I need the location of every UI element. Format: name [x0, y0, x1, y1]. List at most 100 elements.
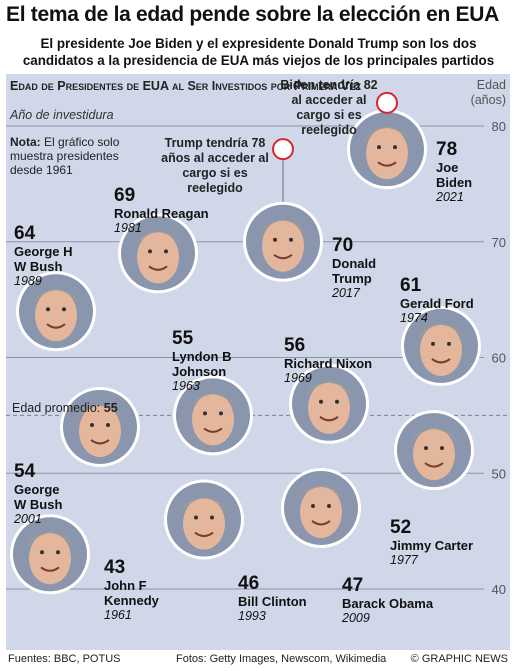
portrait-face-gerald-ford — [420, 323, 462, 376]
note-text: El gráfico solo muestra presidentes desd… — [10, 135, 120, 177]
y-tick-50: 50 — [492, 466, 506, 481]
callout-biden: Biden tendría 82 al acceder al cargo si … — [280, 78, 378, 137]
label-joe-biden: 78 Joe Biden 2021 — [436, 140, 496, 205]
portrait-eye-r-donald-trump — [289, 237, 293, 242]
portrait-eye-l-john-f-kennedy — [40, 550, 44, 555]
portrait-eye-r-barack-obama — [327, 503, 331, 508]
label-donald-trump: 70 Donald Trump 2017 — [332, 236, 392, 301]
label-bill-clinton: 46 Bill Clinton 1993 — [238, 574, 307, 624]
portrait-mouth-lyndon-b-johnson — [203, 427, 223, 433]
y-axis-label: Edad (años) — [470, 78, 506, 107]
inauguration-year: 2009 — [342, 611, 370, 625]
page-subtitle: El presidente Joe Biden y el expresident… — [22, 36, 495, 68]
inauguration-year: 1989 — [14, 274, 42, 288]
portrait-face-ronald-reagan — [137, 231, 179, 284]
portrait-eye-r-ronald-reagan — [164, 249, 168, 254]
portrait-mouth-barack-obama — [311, 520, 331, 526]
portrait-face-john-f-kennedy — [29, 532, 71, 585]
inauguration-year: 1961 — [104, 608, 132, 622]
portrait-eye-l-bill-clinton — [194, 515, 198, 520]
portrait-eye-l-lyndon-b-johnson — [203, 411, 207, 416]
age-value: 55 — [172, 328, 194, 349]
age-value: 61 — [400, 275, 422, 296]
age-value: 46 — [238, 573, 260, 594]
portrait-mouth-joe-biden — [377, 161, 397, 167]
portrait-hair-john-f-kennedy — [26, 532, 74, 549]
footer-credit: © GRAPHIC NEWS — [410, 653, 508, 665]
portrait-eye-r-gerald-ford — [447, 341, 451, 346]
y-tick-40: 40 — [492, 582, 506, 597]
label-richard-nixon: 56 Richard Nixon 1969 — [284, 336, 372, 386]
portrait-mouth-george-w-bush — [90, 439, 110, 445]
portrait-eye-r-joe-biden — [393, 145, 397, 150]
president-name: Richard Nixon — [284, 356, 373, 371]
projected-age-marker-joe-biden — [376, 91, 398, 114]
age-value: 78 — [436, 139, 458, 160]
label-barack-obama: 47 Barack Obama 2009 — [342, 576, 433, 626]
portrait-face-jimmy-carter — [413, 428, 455, 481]
portrait-eye-l-george-w-bush — [90, 422, 94, 427]
inauguration-year: 1981 — [114, 221, 142, 235]
president-name: Jimmy Carter — [390, 538, 474, 553]
chart-note: Nota: El gráfico solo muestra presidente… — [10, 135, 140, 177]
footer-sources: Fuentes: BBC, POTUS — [8, 653, 121, 665]
portrait-hair-george-w-bush — [76, 404, 124, 421]
portrait-mouth-jimmy-carter — [424, 462, 444, 468]
portrait-eye-r-lyndon-b-johnson — [219, 411, 223, 416]
average-text: Edad promedio: — [12, 401, 101, 415]
label-jimmy-carter: 52 Jimmy Carter 1977 — [390, 518, 473, 568]
portrait-face-george-h-w-bush — [35, 289, 77, 342]
president-name: Donald Trump — [332, 256, 377, 286]
president-name: John F Kennedy — [104, 578, 159, 608]
portrait-eye-r-john-f-kennedy — [56, 550, 60, 555]
portrait-hair-george-h-w-bush — [32, 289, 80, 306]
portrait-face-barack-obama — [300, 485, 342, 538]
portrait-hair-donald-trump — [259, 219, 307, 236]
age-value: 52 — [390, 517, 412, 538]
footer-photos: Fotos: Getty Images, Newscom, Wikimedia — [176, 653, 387, 665]
president-name: Joe Biden — [436, 160, 473, 190]
portrait-hair-ronald-reagan — [134, 231, 182, 248]
chart-heading: Edad de Presidentes de EUA al Ser Invest… — [10, 79, 361, 93]
portrait-hair-lyndon-b-johnson — [189, 393, 237, 410]
age-value: 70 — [332, 235, 354, 256]
portrait-eye-l-donald-trump — [273, 237, 277, 242]
portrait-face-joe-biden — [366, 127, 408, 180]
page-title: El tema de la edad pende sobre la elecci… — [6, 3, 499, 26]
inauguration-year: 1969 — [284, 371, 312, 385]
portrait-mouth-gerald-ford — [431, 358, 451, 364]
age-chart: 40 50 60 70 80 — [6, 91, 510, 597]
label-gerald-ford: 61 Gerald Ford 1974 — [400, 276, 474, 326]
label-ronald-reagan: 69 Ronald Reagan 1981 — [114, 186, 209, 236]
age-value: 64 — [14, 223, 36, 244]
note-label: Nota: — [10, 135, 41, 149]
president-name: Bill Clinton — [238, 594, 307, 609]
portrait-eye-r-george-w-bush — [106, 422, 110, 427]
inauguration-year: 2017 — [332, 286, 360, 300]
portrait-hair-gerald-ford — [417, 323, 465, 340]
portrait-eye-l-gerald-ford — [431, 341, 435, 346]
portrait-mouth-bill-clinton — [194, 531, 214, 538]
age-value: 43 — [104, 557, 126, 578]
label-george-h-w-bush: 64 George H W Bush 1989 — [14, 224, 74, 289]
label-john-f-kennedy: 43 John F Kennedy 1961 — [104, 558, 166, 623]
portrait-eye-l-ronald-reagan — [148, 249, 152, 254]
inauguration-year: 1974 — [400, 311, 428, 325]
average-value: 55 — [103, 401, 118, 415]
portrait-mouth-john-f-kennedy — [40, 566, 60, 572]
portrait-face-bill-clinton — [183, 497, 225, 550]
inauguration-year: 1977 — [390, 553, 418, 567]
y-tick-70: 70 — [492, 235, 506, 250]
chart-panel: 40 50 60 70 80 Edad de Presidentes de EUA al… — [6, 74, 510, 650]
portrait-eye-l-joe-biden — [377, 145, 381, 150]
portrait-face-lyndon-b-johnson — [192, 393, 234, 446]
portrait-eye-r-george-h-w-bush — [62, 307, 66, 312]
chart-subheading: Año de investidura — [10, 108, 114, 122]
president-name: George H W Bush — [14, 244, 73, 274]
portrait-eye-l-richard-nixon — [319, 399, 323, 404]
age-value: 54 — [14, 461, 36, 482]
portrait-eye-r-bill-clinton — [210, 515, 214, 520]
president-name: Gerald Ford — [400, 296, 474, 311]
president-name: George W Bush — [14, 482, 63, 512]
label-george-w-bush: 54 George W Bush 2001 — [14, 462, 74, 527]
